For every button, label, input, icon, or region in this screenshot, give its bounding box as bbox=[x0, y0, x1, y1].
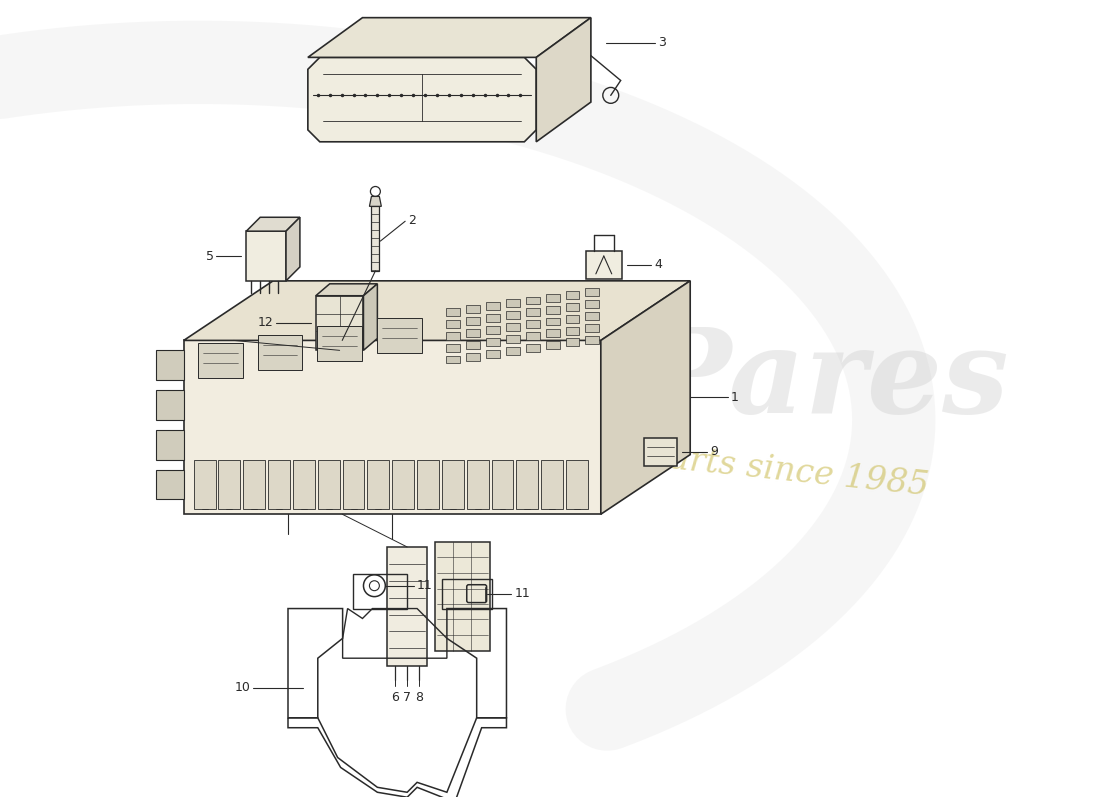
Polygon shape bbox=[308, 58, 537, 142]
Polygon shape bbox=[316, 296, 363, 350]
Polygon shape bbox=[434, 542, 490, 651]
Polygon shape bbox=[565, 291, 580, 298]
Text: a passion for parts since 1985: a passion for parts since 1985 bbox=[420, 417, 931, 502]
Polygon shape bbox=[219, 459, 240, 510]
Polygon shape bbox=[506, 347, 520, 355]
Polygon shape bbox=[387, 547, 427, 666]
Polygon shape bbox=[586, 251, 622, 279]
Text: 7: 7 bbox=[404, 691, 411, 704]
Polygon shape bbox=[486, 338, 500, 346]
Polygon shape bbox=[506, 335, 520, 343]
Polygon shape bbox=[466, 317, 481, 325]
Text: 1: 1 bbox=[730, 390, 739, 403]
Polygon shape bbox=[363, 284, 377, 350]
Polygon shape bbox=[537, 18, 591, 142]
Polygon shape bbox=[526, 332, 540, 340]
Polygon shape bbox=[585, 324, 600, 332]
Polygon shape bbox=[318, 459, 340, 510]
Text: 4: 4 bbox=[654, 258, 662, 271]
Polygon shape bbox=[308, 18, 591, 58]
Polygon shape bbox=[566, 459, 587, 510]
Polygon shape bbox=[546, 318, 560, 326]
Polygon shape bbox=[286, 218, 300, 281]
Polygon shape bbox=[466, 329, 481, 337]
Polygon shape bbox=[486, 314, 500, 322]
Polygon shape bbox=[565, 326, 580, 334]
Polygon shape bbox=[417, 459, 439, 510]
Polygon shape bbox=[546, 294, 560, 302]
Polygon shape bbox=[184, 281, 690, 341]
Text: 11: 11 bbox=[515, 587, 530, 600]
Polygon shape bbox=[268, 459, 290, 510]
Polygon shape bbox=[565, 338, 580, 346]
Polygon shape bbox=[486, 350, 500, 358]
Polygon shape bbox=[370, 197, 382, 206]
Polygon shape bbox=[466, 341, 481, 349]
Polygon shape bbox=[246, 231, 286, 281]
Polygon shape bbox=[447, 308, 460, 316]
Polygon shape bbox=[243, 459, 265, 510]
Polygon shape bbox=[156, 430, 184, 459]
Polygon shape bbox=[506, 311, 520, 319]
Polygon shape bbox=[317, 326, 362, 361]
Polygon shape bbox=[156, 470, 184, 499]
Polygon shape bbox=[644, 438, 678, 466]
Polygon shape bbox=[585, 288, 600, 296]
Polygon shape bbox=[565, 302, 580, 310]
Polygon shape bbox=[377, 318, 421, 353]
Polygon shape bbox=[372, 206, 379, 271]
Polygon shape bbox=[526, 344, 540, 352]
Polygon shape bbox=[342, 459, 364, 510]
Text: 5: 5 bbox=[206, 250, 213, 262]
Polygon shape bbox=[546, 330, 560, 338]
Text: 2: 2 bbox=[408, 214, 416, 226]
Polygon shape bbox=[184, 341, 601, 514]
Polygon shape bbox=[492, 459, 514, 510]
Text: 9: 9 bbox=[711, 445, 718, 458]
Polygon shape bbox=[526, 297, 540, 305]
Polygon shape bbox=[516, 459, 538, 510]
Polygon shape bbox=[466, 353, 481, 361]
Polygon shape bbox=[526, 309, 540, 316]
Polygon shape bbox=[541, 459, 563, 510]
Text: euroPares: euroPares bbox=[342, 322, 1009, 438]
Polygon shape bbox=[565, 314, 580, 322]
Text: 12: 12 bbox=[257, 316, 273, 329]
Polygon shape bbox=[585, 312, 600, 320]
Polygon shape bbox=[585, 336, 600, 344]
Polygon shape bbox=[447, 332, 460, 340]
Polygon shape bbox=[466, 305, 481, 313]
Polygon shape bbox=[246, 218, 300, 231]
Polygon shape bbox=[367, 459, 389, 510]
Polygon shape bbox=[585, 300, 600, 308]
Polygon shape bbox=[156, 390, 184, 420]
Polygon shape bbox=[156, 350, 184, 380]
Polygon shape bbox=[447, 355, 460, 363]
Polygon shape bbox=[601, 281, 690, 514]
Text: 8: 8 bbox=[415, 691, 424, 704]
Polygon shape bbox=[442, 459, 464, 510]
Polygon shape bbox=[506, 323, 520, 331]
Polygon shape bbox=[316, 284, 377, 296]
Text: 6: 6 bbox=[392, 691, 399, 704]
Text: 3: 3 bbox=[659, 37, 667, 50]
Polygon shape bbox=[486, 326, 500, 334]
Polygon shape bbox=[466, 459, 488, 510]
Polygon shape bbox=[393, 459, 414, 510]
Polygon shape bbox=[526, 320, 540, 328]
Polygon shape bbox=[546, 342, 560, 350]
Polygon shape bbox=[546, 306, 560, 314]
Polygon shape bbox=[447, 344, 460, 351]
Polygon shape bbox=[447, 320, 460, 328]
Text: 11: 11 bbox=[417, 579, 432, 592]
Polygon shape bbox=[293, 459, 315, 510]
Text: 10: 10 bbox=[234, 682, 251, 694]
Polygon shape bbox=[198, 343, 243, 378]
Polygon shape bbox=[506, 299, 520, 307]
Polygon shape bbox=[257, 335, 303, 370]
Polygon shape bbox=[486, 302, 500, 310]
Polygon shape bbox=[194, 459, 216, 510]
